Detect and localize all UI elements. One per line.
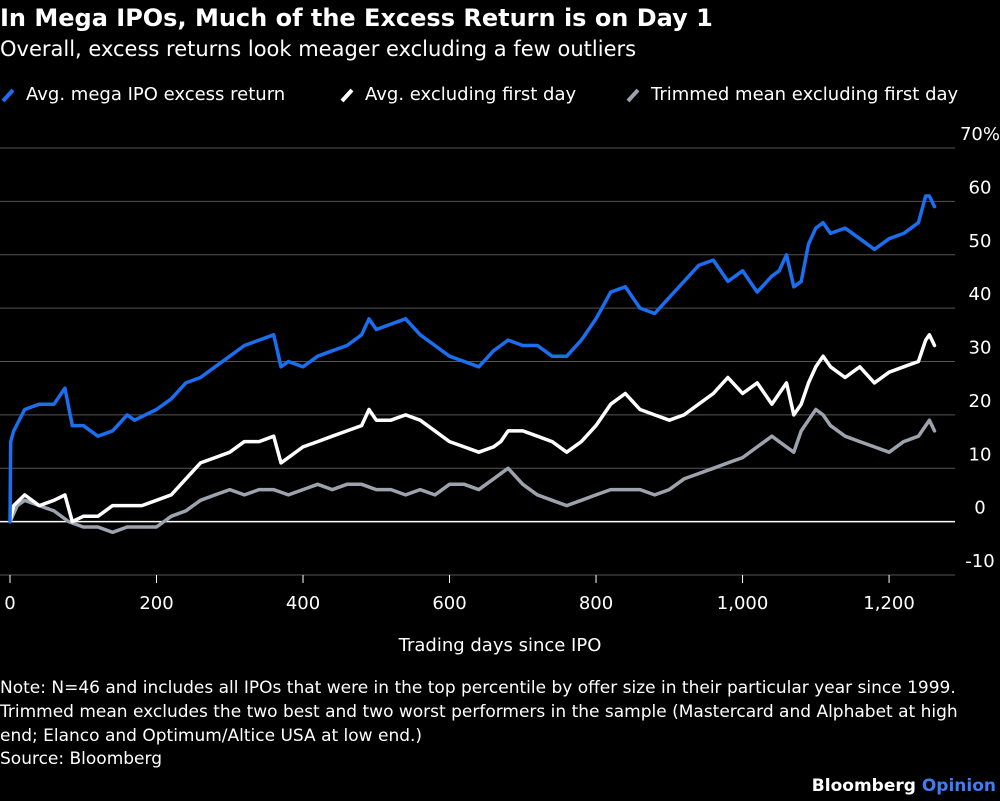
chart-subtitle: Overall, excess returns look meager excl…: [0, 37, 637, 61]
y-tick-label: 40: [969, 284, 992, 305]
chart-note: Note: N=46 and includes all IPOs that we…: [0, 678, 958, 746]
y-tick-label: 50: [969, 231, 992, 252]
y-tick-label: -10: [965, 551, 994, 572]
x-tick-label: 400: [286, 593, 320, 614]
slash-swatch-icon: [1, 88, 15, 102]
y-tick-label: 0: [974, 498, 985, 519]
series-line-2: [8, 407, 937, 535]
chart-source: Source: Bloomberg: [0, 749, 162, 769]
y-tick-label: 10: [969, 444, 992, 465]
slash-swatch-icon: [340, 88, 354, 102]
legend-label: Avg. excluding first day: [365, 84, 577, 105]
legend-label: Trimmed mean excluding first day: [651, 84, 959, 105]
slash-swatch-icon: [626, 88, 640, 102]
line-chart: -10 0 10 20 30 40 50 60 70% 0 200 400 600 800 1,000 1,2…: [0, 124, 1000, 656]
x-tick-label: 600: [432, 593, 466, 614]
legend-item-avg-excluding-first-day: Avg. excluding first day: [339, 84, 576, 105]
x-tick-label: 200: [139, 593, 173, 614]
y-tick-label: 60: [969, 177, 992, 198]
legend-swatch-mark: [340, 88, 354, 102]
legend-swatch-mark: [626, 88, 640, 102]
brand-logo: Bloomberg Opinion: [812, 776, 996, 796]
series-line-1: [8, 333, 937, 524]
x-tick-label: 1,000: [717, 593, 769, 614]
legend-item-trimmed-mean: Trimmed mean excluding first day: [625, 84, 958, 105]
brand-name: Bloomberg: [811, 776, 916, 796]
brand-suffix: Opinion: [921, 776, 996, 796]
x-tick-label: 1,200: [863, 593, 915, 614]
legend-swatch-mark: [1, 88, 15, 102]
x-tick-label: 0: [4, 593, 15, 614]
x-axis-label: Trading days since IPO: [398, 635, 602, 656]
legend-label: Avg. mega IPO excess return: [26, 84, 286, 105]
series-line-0: [8, 194, 937, 524]
y-tick-label: 20: [969, 391, 992, 412]
y-tick-label: 70%: [960, 124, 1000, 145]
legend-item-avg-mega-ipo: Avg. mega IPO excess return: [0, 84, 285, 105]
chart-title: In Mega IPOs, Much of the Excess Return …: [0, 4, 713, 32]
y-tick-label: 30: [969, 338, 992, 359]
x-tick-label: 800: [579, 593, 613, 614]
